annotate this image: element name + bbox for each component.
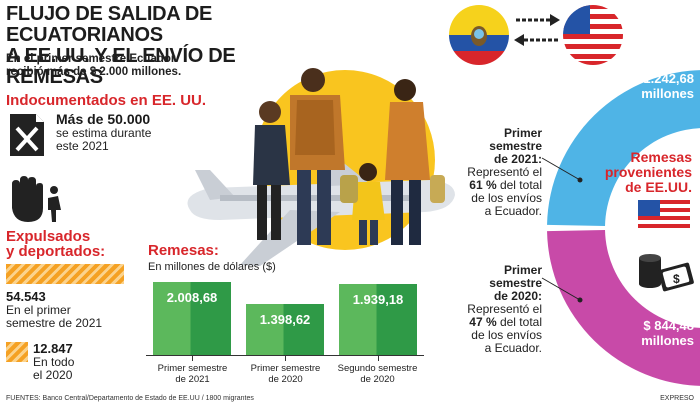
category-tick (285, 355, 286, 361)
expulsados-block-1: 54.543 En el primer semestre de 2021 (6, 289, 102, 330)
bar-value-label: 1.398,62 (259, 312, 311, 327)
sources: FUENTES: Banco Central/Departamento de E… (6, 395, 254, 402)
callout-2020-l1: Primer (503, 263, 542, 277)
exchange-arrows-icon (514, 14, 560, 46)
category-label: Primer semestre de 2021 (146, 363, 239, 385)
credit: EXPRESO (660, 395, 694, 402)
donut-heading-3: de EE.UU. (625, 179, 692, 195)
chart-title: Remesas: (148, 242, 219, 259)
callout-2021: Primer semestre de 2021: Representó el 6… (467, 127, 542, 218)
expulsados-heading-1: Expulsados (6, 228, 91, 245)
callout-2020-l5: 47 % del total (467, 316, 542, 329)
indocumentados-block: Más de 50.000 se estima durante este 202… (56, 111, 151, 153)
expulsados-value-2: 12.847 (33, 341, 73, 356)
donut-heading: Remesas provenientes de EE.UU. (605, 150, 692, 195)
subtitle-line-2: recibió más de $ 2.000 millones. (6, 66, 182, 78)
bar-3: 1.939,18 (339, 284, 417, 355)
category-label: Primer semestre de 2020 (239, 363, 332, 385)
category-tick (378, 355, 379, 361)
expulsados-desc-1a: En el primer (6, 303, 71, 317)
callout-2021-l1: Primer (503, 126, 542, 140)
callout-2020-l4: Representó el (467, 302, 542, 316)
callout-2021-l4: Representó el (467, 165, 542, 179)
expulsados-heading-2: y deportados: (6, 243, 106, 260)
callout-2021-l2: semestre (489, 139, 542, 153)
callout-2020-l5-rest: del total (496, 315, 542, 329)
bar-1: 2.008,68 (153, 282, 231, 355)
donut-top-value-2: millones (641, 86, 694, 101)
category-label-line: Primer semestre (157, 363, 228, 374)
bar-chart: 2.008,68 1.398,62 1.939,18 (146, 275, 424, 355)
donut-chart (547, 70, 700, 386)
donut-top-value-1: $ 1.242,68 (632, 71, 694, 86)
expulsados-bar-2020 (6, 342, 28, 362)
expulsados-bar-2021 (6, 264, 124, 284)
chart-subtitle: En millones de dólares ($) (148, 261, 276, 273)
expulsados-desc-2b: el 2020 (33, 368, 73, 382)
donut-heading-2: provenientes (604, 164, 692, 180)
callout-2021-l3: de 2021: (493, 152, 542, 166)
callout-2021-l6: de los envíos (471, 191, 542, 205)
money-icon: $ (639, 254, 694, 292)
category-tick (192, 355, 193, 361)
callout-pointers (541, 157, 583, 303)
expulsados-desc-1b: semestre de 2021 (6, 316, 103, 330)
callout-2021-l5-rest: del total (496, 178, 542, 192)
callout-2020: Primer semestre de 2020: Representó el 4… (467, 264, 542, 355)
bar-2: 1.398,62 (246, 304, 324, 355)
category-label-line: de 2020 (268, 374, 303, 385)
usa-flag-icon (563, 5, 623, 65)
callout-2020-l2: semestre (489, 276, 542, 290)
category-label-line: Primer semestre (250, 363, 321, 374)
expulsados-heading: Expulsados y deportados: (6, 229, 105, 259)
indocumentados-value: Más de 50.000 (56, 111, 151, 127)
category-label-line: Segundo semestre (337, 363, 418, 374)
expulsados-value-1: 54.543 (6, 289, 46, 304)
ecuador-flag-icon (449, 5, 509, 65)
indocumentados-heading: Indocumentados en EE. UU. (6, 92, 207, 109)
donut-top-value: $ 1.242,68 millones (633, 71, 694, 101)
donut-segment-2020 (547, 230, 700, 386)
category-label-line: de 2021 (175, 374, 210, 385)
page-subtitle: En el primer semestre Ecuador recibió má… (6, 53, 206, 79)
indocumentados-desc-2: este 2021 (56, 139, 109, 153)
donut-bottom-value: $ 844,48 millones (641, 318, 694, 348)
family-illustration (253, 68, 445, 245)
stop-hand-icon (12, 176, 61, 222)
donut-bottom-value-2: millones (641, 333, 694, 348)
svg-text:$: $ (673, 272, 680, 286)
category-label-line: de 2020 (360, 374, 395, 385)
document-x-icon (10, 114, 44, 156)
bar-value-label: 1.939,18 (352, 292, 404, 307)
callout-2020-l6: de los envíos (471, 328, 542, 342)
page-title: FLUJO DE SALIDA DE ECUATORIANOS A EE.UU.… (6, 4, 306, 88)
indocumentados-desc-1: se estima durante (56, 126, 152, 140)
donut-heading-1: Remesas (630, 149, 693, 165)
donut-segment-2021 (547, 70, 700, 226)
title-line-2: A EE.UU. Y EL ENVÍO DE REMESAS (6, 45, 236, 88)
callout-2021-l7: a Ecuador. (484, 204, 542, 218)
bar-value-label: 2.008,68 (166, 290, 218, 305)
title-line-1: FLUJO DE SALIDA DE ECUATORIANOS (6, 3, 213, 46)
chart-categories: Primer semestre de 2021 Primer semestre de … (146, 355, 424, 389)
subtitle-line-1: En el primer semestre Ecuador (6, 53, 176, 65)
callout-2021-pct: 61 % (469, 178, 497, 192)
callout-2020-l7: a Ecuador. (484, 341, 542, 355)
callout-2020-l3: de 2020: (493, 289, 542, 303)
usa-flag-small-icon (638, 200, 690, 232)
donut-bottom-value-1: $ 844,48 (643, 318, 694, 333)
callout-2020-pct: 47 % (469, 315, 497, 329)
expulsados-desc-2a: En todo (33, 355, 75, 369)
expulsados-block-2: 12.847 En todo el 2020 (33, 341, 74, 382)
callout-2021-l5: 61 % del total (467, 179, 542, 192)
category-label: Segundo semestre de 2020 (331, 363, 424, 385)
